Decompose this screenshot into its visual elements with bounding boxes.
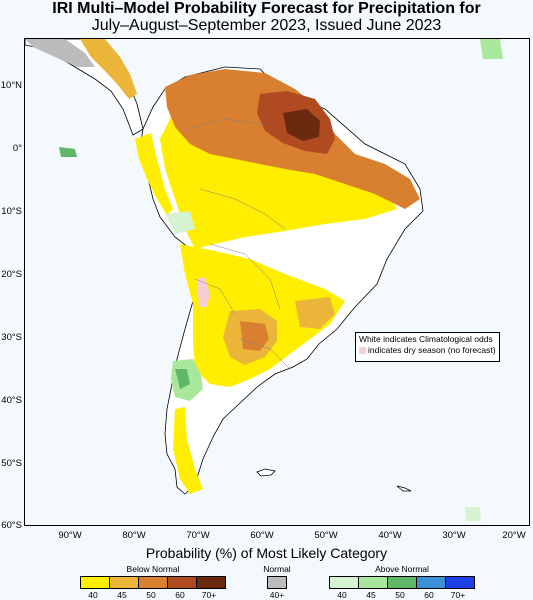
lon-label-50w: 50°W [314,530,338,541]
map-svg [25,39,503,521]
patagonia-below-normal [173,407,203,494]
lat-label-60s: 60°S [1,520,22,531]
below-value-45: 45 [117,590,127,600]
above-40-swatch [330,577,359,588]
lat-label-30s: 30°S [1,332,22,343]
chile-above-normal-50 [175,369,190,389]
lon-label-30w: 30°W [442,530,466,541]
country-borders [184,118,291,370]
below-value-40: 40 [88,590,98,600]
lon-label-90w: 90°W [58,530,82,541]
above-45-swatch [359,577,388,588]
below-normal-colorbar [80,576,226,589]
below-value-70: 70+ [201,590,217,600]
lat-label-50s: 50°S [1,458,22,469]
above-value-40: 40 [337,590,347,600]
below-45-swatch [110,577,139,588]
above-value-50: 50 [395,590,405,600]
lat-label-20s: 20°S [1,269,22,280]
normal-value-40: 40+ [269,590,285,600]
paraguay-below-normal-50 [240,321,269,351]
southern-brazil-coast-below-normal [295,297,335,329]
above-60-swatch [417,577,446,588]
lat-label-0: 0° [12,143,22,154]
dry-season-line: indicates dry season (no forecast) [359,345,496,356]
above-value-60: 60 [424,590,434,600]
normal-colorbar [267,576,287,589]
central-america-below-normal [80,39,137,99]
below-40-swatch [81,577,110,588]
climatology-note-line1: White indicates Climatological odds [359,334,493,344]
above-normal-label: Above Normal [375,564,429,574]
above-value-70: 70+ [450,590,466,600]
lat-label-10n: 10°N [0,80,22,91]
lon-label-80w: 80°W [122,530,146,541]
above-50-swatch [388,577,417,588]
pacific-coast-below-normal [135,133,173,215]
normal-40-swatch [268,577,286,588]
above-normal-colorbar [329,576,475,589]
south-atlantic-above-normal [465,507,481,521]
amazon-core-70-plus [283,109,320,141]
lon-label-60w: 60°W [250,530,274,541]
atlantic-above-normal [480,39,503,59]
lat-label-40s: 40°S [1,395,22,406]
below-value-60: 60 [175,590,185,600]
galapagos-above-normal [59,147,77,157]
below-value-50: 50 [146,590,156,600]
below-70-swatch [197,577,225,588]
forecast-map [24,38,530,526]
falkland-islands [256,468,276,477]
above-value-45: 45 [366,590,376,600]
below-50-swatch [139,577,168,588]
mexico-normal [25,39,95,67]
dry-season-label: indicates dry season (no forecast) [368,345,496,355]
dry-season-swatch [359,347,366,354]
north-brazil-above-normal [165,211,195,234]
lon-label-40w: 40°W [378,530,402,541]
altiplano-dry-season [197,277,210,307]
forecast-regions [25,39,503,521]
map-title-line1: IRI Multi–Model Probability Forecast for… [52,0,481,17]
map-title-line2: July–August–September 2023, Issued June … [91,17,442,34]
lat-label-10s: 10°S [1,206,22,217]
normal-label: Normal [263,564,291,574]
lon-label-70w: 70°W [186,530,210,541]
below-60-swatch [168,577,197,588]
climatology-note: White indicates Climatological odds indi… [355,332,500,362]
south-georgia [396,485,412,492]
below-normal-label: Below Normal [126,564,180,574]
above-70-swatch [446,577,474,588]
legend-title: Probability (%) of Most Likely Category [145,545,388,561]
lon-label-20w: 20°W [502,530,526,541]
